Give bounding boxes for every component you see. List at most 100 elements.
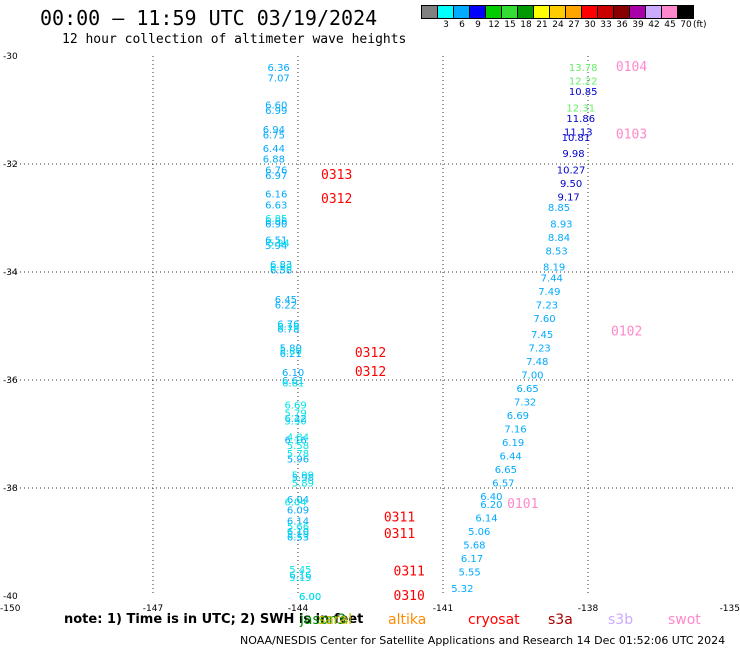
wave-height-label: 7.44 (541, 273, 563, 284)
time-label: 0101 (507, 497, 538, 512)
wave-height-label: 6.83 (270, 260, 292, 271)
wave-height-label: 7.16 (504, 425, 526, 436)
legend-label: 15 (504, 20, 516, 30)
footer-credit: NOAA/NESDIS Center for Satellite Applica… (240, 634, 726, 647)
wave-height-label: 6.19 (502, 438, 524, 449)
wave-height-label: 6.58 (270, 265, 292, 276)
wave-height-label: 6.69 (284, 400, 306, 411)
time-label: 0102 (611, 324, 642, 339)
wave-height-label: 6.14 (287, 516, 309, 527)
wave-height-label: 5.79 (284, 408, 306, 419)
wave-height-label: 9.17 (558, 192, 580, 203)
time-label: 0311 (384, 511, 415, 526)
satellite-altika: altika (388, 612, 427, 628)
legend-swatch (677, 5, 694, 19)
wave-height-label: 5.68 (463, 541, 485, 552)
x-tick-label: -150 (0, 604, 21, 614)
satellite-cryosat: cryosat (468, 612, 520, 628)
wave-height-label: 12.22 (569, 76, 598, 87)
wave-height-label: 8.93 (550, 219, 572, 230)
wave-height-label: 6.16 (284, 435, 306, 446)
wave-height-label: 6.76 (265, 165, 287, 176)
wave-height-label: 6.16 (277, 322, 299, 333)
time-label: 0310 (394, 589, 425, 604)
wave-height-label: 6.16 (265, 190, 287, 201)
wave-height-label: 6.88 (263, 155, 285, 166)
legend-label: 12 (488, 20, 500, 30)
wave-height-label: 5.15 (289, 573, 311, 584)
legend-label: 30 (584, 20, 596, 30)
time-label: 0311 (394, 565, 425, 580)
satellite-s3b: s3b (608, 612, 634, 628)
satellite-swot: swot (668, 612, 701, 628)
wave-height-label: 5.45 (289, 565, 311, 576)
wave-height-label: 7.49 (538, 287, 560, 298)
wave-height-label: 6.58 (270, 263, 292, 274)
wave-height-label: 7.00 (521, 371, 543, 382)
wave-height-label: 6.40 (480, 492, 502, 503)
wave-height-label: 8.84 (548, 233, 570, 244)
wave-height-label: 6.65 (516, 384, 538, 395)
legend-label: 33 (600, 20, 612, 30)
wave-height-label: 6.86 (265, 217, 287, 228)
wave-height-label: 6.20 (480, 500, 502, 511)
legend-swatches (421, 5, 694, 19)
legend-label: 39 (632, 20, 644, 30)
wave-height-label: 10.27 (557, 165, 586, 176)
x-tick-label: -147 (143, 604, 163, 614)
wave-height-label: 6.00 (299, 592, 321, 603)
wave-height-label: 6.76 (277, 319, 299, 330)
legend-label: 70 (680, 20, 692, 30)
wave-height-label: 5.99 (292, 471, 314, 482)
wave-height-label: 6.44 (263, 144, 285, 155)
legend-unit: (ft) (693, 20, 707, 30)
legend-label: 42 (648, 20, 660, 30)
wave-height-label: 6.04 (287, 495, 309, 506)
time-label: 0104 (616, 60, 647, 75)
wave-height-label: 5.06 (468, 527, 490, 538)
wave-height-label: 5.32 (451, 584, 473, 595)
wave-height-label: 11.86 (566, 114, 595, 125)
wave-height-label: 6.00 (299, 592, 321, 603)
x-tick-label: -138 (578, 604, 599, 614)
color-legend: 3 6 9 12 15 18 21 24 27 30 33 36 39 42 45 70 (ft) (421, 5, 707, 31)
wave-height-label: 5.80 (280, 346, 302, 357)
x-tick-label: -141 (433, 604, 453, 614)
legend-label: 3 (443, 20, 449, 30)
wave-height-label: 6.21 (280, 349, 302, 360)
wave-height-label: 6.16 (289, 570, 311, 581)
time-label: 0313 (321, 168, 352, 183)
wave-height-label: 4.84 (287, 433, 309, 444)
wave-height-label: 5.58 (287, 441, 309, 452)
wave-height-label: 12.31 (566, 103, 595, 114)
wave-height-label: 5.96 (287, 454, 309, 465)
wave-height-label: 5.90 (284, 417, 306, 428)
wave-height-label: 5.10 (287, 530, 309, 541)
wave-height-label: 6.22 (284, 414, 306, 425)
legend-label: 9 (475, 20, 481, 30)
x-tick-label: -135 (720, 604, 740, 614)
wave-height-label: 5.89 (292, 479, 314, 490)
wave-height-label: 6.44 (500, 452, 522, 463)
page-title: 00:00 – 11:59 UTC 03/19/2024 (40, 6, 378, 30)
y-tick-label: -34 (3, 268, 18, 278)
wave-height-label: 6.85 (265, 214, 287, 225)
page-subtitle: 12 hour collection of altimeter wave hei… (62, 32, 407, 47)
y-tick-label: -30 (3, 52, 18, 62)
wave-height-label: 6.53 (287, 533, 309, 544)
x-tick-label: -144 (288, 604, 309, 614)
note-text: note: 1) Time is in UTC; 2) SWH is in fe… (64, 612, 364, 627)
wave-height-label: 6.69 (507, 411, 529, 422)
legend-label: 45 (664, 20, 676, 30)
wave-height-label: 6.22 (275, 300, 297, 311)
wave-height-label: 10.81 (562, 133, 591, 144)
wave-height-label: 6.45 (275, 295, 297, 306)
wave-height-label: 10.85 (569, 87, 598, 98)
wave-height-label: 7.23 (529, 344, 551, 355)
wave-height-label: 6.60 (265, 101, 287, 112)
wave-height-label: 6.61 (282, 376, 304, 387)
wave-height-label: 8.85 (548, 203, 570, 214)
time-label: 0312 (321, 192, 352, 207)
